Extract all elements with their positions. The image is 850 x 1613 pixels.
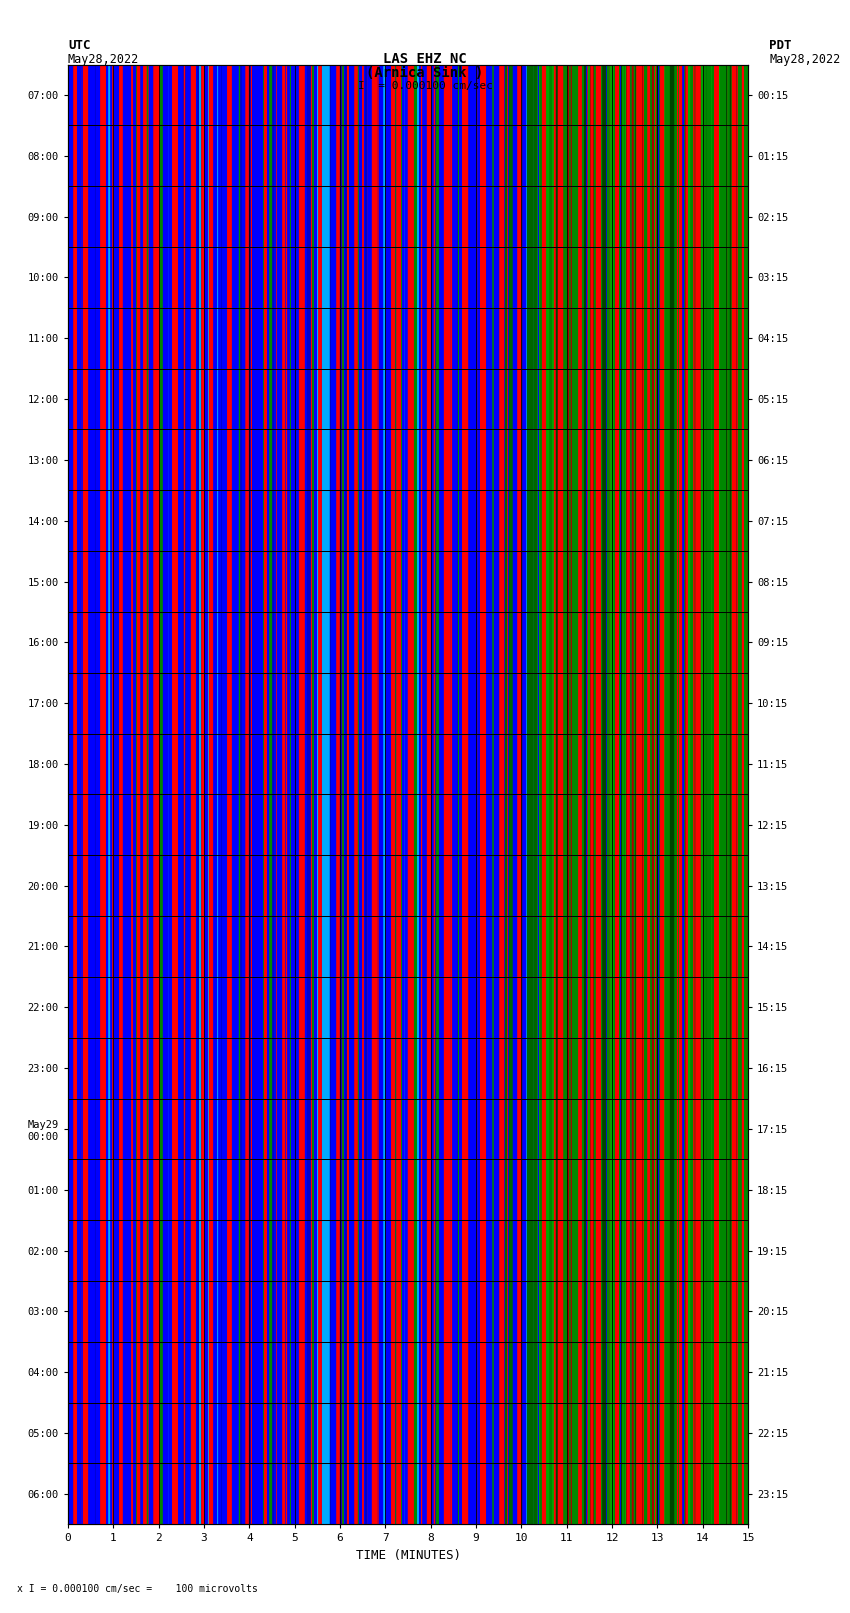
Text: (Arnica Sink ): (Arnica Sink ) xyxy=(366,66,484,81)
Text: x I = 0.000100 cm/sec =    100 microvolts: x I = 0.000100 cm/sec = 100 microvolts xyxy=(17,1584,258,1594)
Text: I  = 0.000100 cm/sec: I = 0.000100 cm/sec xyxy=(358,81,492,90)
Text: UTC: UTC xyxy=(68,39,90,52)
Text: May28,2022: May28,2022 xyxy=(68,53,139,66)
Text: May28,2022: May28,2022 xyxy=(769,53,841,66)
Text: LAS EHZ NC: LAS EHZ NC xyxy=(383,52,467,66)
Text: PDT: PDT xyxy=(769,39,791,52)
Bar xyxy=(535,65,748,1524)
X-axis label: TIME (MINUTES): TIME (MINUTES) xyxy=(355,1548,461,1561)
